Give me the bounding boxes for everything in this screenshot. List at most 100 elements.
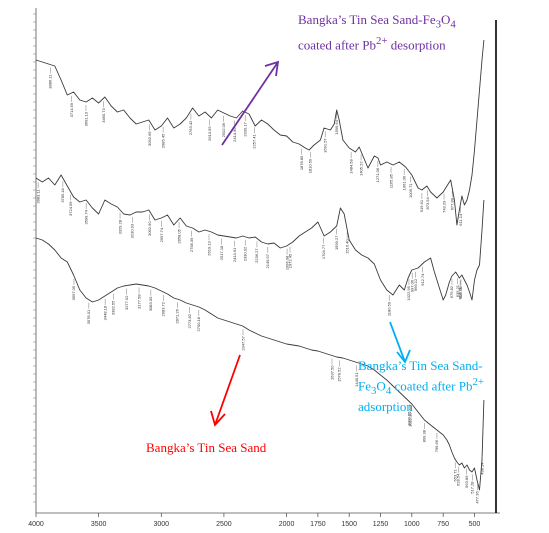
peak-label-blue-10: 2619.13 [206,240,211,255]
peak-label-blue-26: 679.82 [449,285,454,298]
peak-label-purple-23: 873.54 [425,197,430,210]
peak-label-purple-16: 1484.58 [348,158,353,173]
peak-label-red-2: 3448.18 [102,305,107,320]
series-line-2 [35,237,485,491]
peak-label-purple-10: 2330.17 [242,121,247,136]
left-ticks [33,13,36,503]
peak-label-blue-11: 2517.18 [219,245,224,260]
peak-label-red-14: 1440.51 [354,372,359,387]
annotation-desorption: Bangka’s Tin Sea Sand-Fe3O4 coated after… [298,12,518,53]
peak-label-purple-24: 743.29 [441,200,446,213]
peak-label-red-0: 3697.05 [71,285,76,300]
peak-label-blue-15: 2149.57 [265,253,270,268]
peak-label-blue-19: 1599.27 [334,235,339,250]
annotation-adsorption-o: O [376,378,386,394]
peak-label-blue-28: 614.71 [457,286,462,299]
superscript-2plus: 2+ [472,376,484,388]
subscript-3: 3 [371,384,377,397]
peak-label-red-9: 2773.82 [187,313,192,328]
red-arrow [214,354,241,426]
x-tick-label-5: 1750 [310,521,326,528]
x-tick-label-2: 3000 [153,521,169,528]
peak-label-blue-29: 607.96 [458,285,463,298]
purple-arrowhead [264,60,280,77]
annotation-desorption-end: desorption [387,36,446,52]
x-tick-label-1: 3500 [91,521,107,528]
blue-arrowhead [396,349,411,364]
series-line-1 [35,174,485,301]
peak-label-red-19: 653.71 [453,468,458,481]
x-tick-label-9: 750 [437,521,449,528]
subscript-3: 3 [435,18,442,31]
annotation-adsorption-line3: adsorption [358,398,413,414]
peak-label-blue-3: 3599.74 [83,209,88,224]
peak-label-blue-20: 1516.40 [344,239,349,254]
peak-label-red-1: 3578.01 [86,309,91,324]
peak-label-blue-6: 3092.90 [147,221,152,236]
purple-arrow [221,61,279,146]
peak-label-red-10: 2700.18 [196,316,201,331]
peak-label-red-16: 1012.10 [408,412,413,427]
peak-labels: 3886.11 3714.59 3601.13 3460.73 3092.69 2985.… [35,67,485,504]
peak-label-blue-17: 1972.45 [287,253,292,268]
peak-label-purple-7: 2613.55 [207,126,212,141]
subscript-4: 4 [450,18,456,31]
peak-label-blue-4: 3329.28 [117,219,122,234]
annotation-desorption-o: O [441,12,451,27]
peak-label-red-8: 2871.26 [175,308,180,323]
peak-label-purple-3: 3460.73 [101,108,106,123]
x-tick-label-6: 1500 [341,521,357,528]
peak-label-purple-18: 1271.06 [375,167,380,182]
annotation-adsorption-fe: Fe [358,378,371,394]
peak-label-blue-23: 997.06 [410,279,415,292]
peak-label-blue-13: 2330.02 [243,246,248,261]
peak-label-red-13: 1578.52 [337,367,342,382]
peak-label-red-7: 2983.72 [161,301,166,316]
peak-label-blue-7: 2997.74 [159,227,164,242]
peak-label-blue-0: 3983.11 [35,189,40,204]
peak-label-blue-8: 2858.05 [176,228,181,243]
plot-frame [35,8,500,514]
peak-label-red-3: 3382.55 [111,300,116,315]
series-line-0 [35,39,485,226]
peak-label-purple-2: 3601.13 [83,111,88,126]
peak-label-red-21: 563.89 [464,475,469,488]
annotation-adsorption: Bangka’s Tin Sea Sand- Fe3O4 coated afte… [358,358,541,415]
peak-label-purple-9: 2414.95 [232,127,237,142]
x-tick-label-0: 4000 [28,521,44,528]
peak-label-blue-27: 635.21 [455,284,460,297]
annotation-adsorption-line2: coated after Pb [391,378,473,394]
peak-label-purple-4: 3092.69 [147,131,152,146]
peak-label-blue-22: 1022.95 [406,285,411,300]
peak-label-blue-25: 912.74 [420,273,425,286]
peak-label-purple-22: 919.61 [419,199,424,212]
peak-label-red-6: 3083.00 [148,296,153,311]
x-tick-label-8: 1000 [404,521,420,528]
red-arrowhead [210,410,226,427]
peak-label-red-24: 438.14 [480,462,485,475]
peak-label-red-17: 899.38 [422,429,427,442]
peak-label-purple-6: 2763.42 [188,120,193,135]
peak-label-blue-2: 3724.99 [68,201,73,216]
x-tick-label-4: 2000 [279,521,295,528]
peak-label-purple-15: 1599.64 [334,119,339,134]
annotation-desorption-line2: coated after Pb [298,36,376,52]
peak-label-blue-18: 1704.77 [321,244,326,259]
peak-label-purple-11: 2257.41 [252,133,257,148]
peak-label-blue-14: 2236.27 [254,248,259,263]
peak-label-purple-13: 1810.59 [308,158,313,173]
annotation-sand-text: Bangka’s Tin Sea Sand [146,440,267,455]
peak-label-red-11: 2347.57 [240,335,245,350]
peak-label-purple-0: 3886.11 [48,74,53,89]
peak-label-purple-17: 1405.22 [358,161,363,176]
x-tick-label-3: 2500 [216,521,232,528]
series-group [35,39,485,491]
annotation-sand: Bangka’s Tin Sea Sand [146,440,346,456]
peak-label-blue-9: 2758.39 [189,237,194,252]
annotation-adsorption-line1: Bangka’s Tin Sea Sand- [358,358,483,373]
peak-label-red-15: 1020.55 [407,411,412,426]
peak-label-purple-8: 2502.09 [221,122,226,137]
blue-arrow [389,321,406,363]
peak-label-purple-21: 1009.71 [408,183,413,198]
peak-label-red-5: 3177.58 [136,294,141,309]
